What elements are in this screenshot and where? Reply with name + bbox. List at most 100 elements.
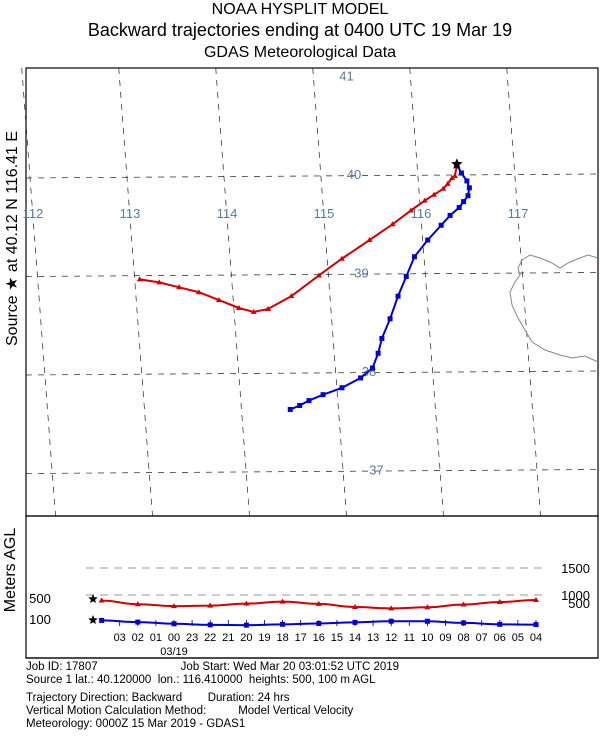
x-tick-label: 11	[404, 632, 415, 644]
lon-label: 116	[411, 206, 432, 221]
height-star-icon	[88, 615, 98, 624]
trajectory-point	[465, 193, 471, 199]
x-tick-label: 02	[132, 632, 144, 644]
trajectory-point	[235, 304, 242, 310]
height-point	[243, 622, 249, 628]
height-point	[171, 603, 177, 609]
coastline	[509, 254, 599, 363]
height-tick-left: 100	[29, 612, 51, 627]
x-tick-label: 12	[385, 632, 397, 644]
height-point	[207, 622, 213, 628]
info-line-5: Meteorology: 0000Z 15 Mar 2019 - GDAS1	[26, 718, 246, 730]
trajectory-line	[139, 164, 458, 313]
trajectory-point	[425, 237, 431, 243]
height-point	[134, 601, 141, 607]
trajectory-500m	[136, 162, 460, 314]
height-point	[424, 618, 430, 624]
trajectory-point	[250, 308, 257, 314]
x-tick-label: 10	[421, 632, 433, 644]
height-point	[98, 597, 105, 603]
grid-parallel	[25, 370, 599, 376]
grid-meridian	[21, 67, 56, 517]
trajectory-point	[288, 293, 295, 299]
trajectory-point	[466, 185, 472, 191]
trajectory-point	[339, 385, 345, 391]
lon-label: 113	[120, 206, 141, 221]
x-tick-label: 05	[512, 632, 524, 644]
height-point	[135, 619, 141, 625]
trajectory-point	[379, 336, 385, 342]
trajectory-point	[440, 185, 447, 191]
x-tick-label: 19	[258, 632, 270, 644]
trajectory-point	[338, 255, 345, 261]
height-series-500m	[88, 594, 539, 624]
height-point	[533, 597, 539, 602]
height-point	[424, 604, 431, 610]
source-star-icon	[451, 158, 463, 169]
trajectory-point	[456, 205, 462, 211]
info-line-3: Trajectory Direction: Backward Duration:…	[26, 692, 290, 704]
x-tick-label: 15	[331, 632, 343, 644]
trajectory-point	[458, 170, 464, 176]
trajectory-point	[411, 254, 417, 260]
x-tick-label: 20	[240, 632, 252, 644]
trajectory-point	[387, 316, 393, 322]
trajectory-point	[366, 237, 373, 243]
trajectory-point	[451, 173, 458, 178]
height-series-100m	[99, 617, 539, 628]
height-point	[315, 600, 322, 606]
grid-meridian	[312, 67, 347, 517]
x-tick-label: 21	[222, 632, 234, 644]
grid-meridian	[118, 67, 153, 517]
trajectory-point	[421, 197, 428, 203]
trajectory-point	[369, 365, 375, 371]
grid-meridian	[409, 67, 444, 517]
x-tick-label: 18	[276, 632, 288, 644]
height-point	[388, 618, 394, 624]
trajectory-point	[395, 293, 401, 299]
height-axis-label: Meters AGL	[2, 527, 19, 613]
height-point	[352, 619, 358, 625]
height-tick-right: 1500	[561, 561, 590, 576]
date-label: 03/19	[160, 646, 188, 658]
trajectory-point	[389, 221, 396, 227]
height-point	[388, 605, 395, 611]
info-line-2: Source 1 lat.: 40.120000 lon.: 116.41000…	[26, 674, 376, 686]
trajectory-point	[464, 178, 470, 184]
trajectory-point	[215, 297, 222, 303]
trajectory-point	[444, 180, 451, 186]
title-line2: Backward trajectories ending at 0400 UTC…	[87, 20, 513, 40]
x-tick-label: 03	[114, 632, 126, 644]
trajectory-point	[297, 403, 303, 409]
lat-label: 39	[354, 266, 368, 281]
lon-label: 112	[23, 206, 44, 221]
trajectory-point	[320, 392, 326, 398]
x-tick-label: 22	[204, 632, 216, 644]
grid-meridian	[215, 67, 250, 517]
height-point	[207, 602, 214, 608]
height-grid	[86, 567, 545, 596]
height-tick-right: 500	[568, 596, 590, 611]
height-point	[171, 621, 177, 627]
trajectory-point	[195, 289, 202, 295]
trajectory-point	[315, 272, 322, 278]
x-tick-label: 04	[530, 632, 542, 644]
lon-labels: 112113114115116117118	[23, 206, 529, 221]
grid-parallel	[25, 469, 599, 474]
height-point	[533, 622, 539, 628]
height-tick-right: 1000	[561, 588, 590, 603]
height-point	[496, 598, 503, 604]
map-grid	[21, 67, 599, 517]
trajectory-point	[461, 199, 467, 205]
height-point	[460, 601, 467, 607]
x-tick-label: 13	[367, 632, 379, 644]
x-tick-label: 14	[349, 632, 361, 644]
lat-label: 37	[369, 463, 383, 478]
x-tick-label: 17	[295, 632, 307, 644]
x-tick-label: 06	[494, 632, 506, 644]
height-point	[352, 604, 358, 609]
x-tick-label: 09	[439, 632, 451, 644]
